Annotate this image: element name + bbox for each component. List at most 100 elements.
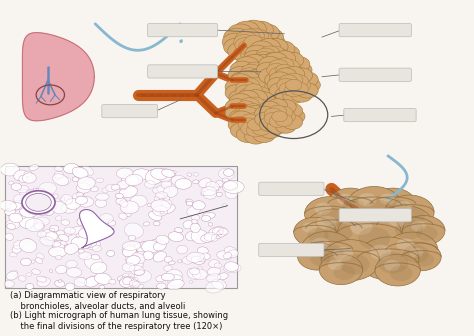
Ellipse shape <box>163 276 169 280</box>
Ellipse shape <box>197 247 209 255</box>
Ellipse shape <box>79 252 92 260</box>
Circle shape <box>269 48 289 62</box>
Ellipse shape <box>108 220 116 226</box>
Ellipse shape <box>124 223 144 238</box>
Circle shape <box>244 70 267 86</box>
FancyBboxPatch shape <box>339 24 411 37</box>
Circle shape <box>386 232 438 268</box>
Ellipse shape <box>57 177 71 185</box>
Ellipse shape <box>78 191 84 196</box>
Circle shape <box>257 62 281 79</box>
Circle shape <box>236 90 259 107</box>
Polygon shape <box>22 33 94 121</box>
Circle shape <box>237 107 259 123</box>
Ellipse shape <box>189 281 193 283</box>
Ellipse shape <box>36 204 50 215</box>
Ellipse shape <box>53 174 69 185</box>
Ellipse shape <box>217 230 223 235</box>
Circle shape <box>285 79 302 91</box>
Circle shape <box>259 56 282 72</box>
Circle shape <box>395 219 423 239</box>
Circle shape <box>328 259 343 270</box>
Circle shape <box>225 85 249 101</box>
Ellipse shape <box>201 234 215 242</box>
Circle shape <box>257 107 281 124</box>
Ellipse shape <box>186 199 193 204</box>
Circle shape <box>337 211 401 256</box>
Ellipse shape <box>185 199 191 204</box>
Circle shape <box>245 128 267 144</box>
Ellipse shape <box>19 207 37 217</box>
Ellipse shape <box>64 205 69 208</box>
Ellipse shape <box>48 247 67 257</box>
Ellipse shape <box>153 221 160 226</box>
Ellipse shape <box>33 188 37 191</box>
Circle shape <box>291 68 312 83</box>
Circle shape <box>249 69 267 82</box>
Ellipse shape <box>163 186 178 198</box>
Circle shape <box>271 60 295 76</box>
Circle shape <box>254 118 273 131</box>
Circle shape <box>250 107 270 121</box>
Ellipse shape <box>61 220 70 225</box>
Ellipse shape <box>90 262 107 274</box>
Circle shape <box>365 200 392 219</box>
Circle shape <box>275 119 296 133</box>
Ellipse shape <box>55 166 63 171</box>
Ellipse shape <box>206 274 221 282</box>
Circle shape <box>308 227 329 243</box>
Ellipse shape <box>177 245 188 254</box>
Ellipse shape <box>14 170 28 181</box>
Circle shape <box>258 28 283 46</box>
Ellipse shape <box>147 203 152 207</box>
Circle shape <box>239 108 259 122</box>
Circle shape <box>230 72 255 89</box>
Ellipse shape <box>36 276 46 282</box>
Ellipse shape <box>138 285 144 289</box>
Ellipse shape <box>156 276 165 282</box>
Circle shape <box>272 111 287 122</box>
Circle shape <box>236 93 259 110</box>
Circle shape <box>289 62 312 78</box>
Ellipse shape <box>142 240 160 253</box>
Circle shape <box>333 265 355 280</box>
Circle shape <box>340 254 369 275</box>
Circle shape <box>254 42 279 60</box>
Ellipse shape <box>78 227 95 238</box>
Ellipse shape <box>56 230 64 236</box>
Ellipse shape <box>122 241 141 250</box>
Ellipse shape <box>7 204 13 208</box>
Ellipse shape <box>59 234 69 241</box>
Circle shape <box>269 83 291 98</box>
Circle shape <box>302 222 317 233</box>
Circle shape <box>234 45 259 63</box>
Ellipse shape <box>29 165 38 170</box>
Ellipse shape <box>216 180 223 187</box>
Circle shape <box>228 42 253 60</box>
Ellipse shape <box>182 256 193 264</box>
Circle shape <box>236 101 256 115</box>
Ellipse shape <box>36 193 52 205</box>
Ellipse shape <box>198 266 203 270</box>
Ellipse shape <box>125 174 143 186</box>
Circle shape <box>411 221 426 231</box>
Circle shape <box>235 57 259 74</box>
Circle shape <box>250 31 272 46</box>
Ellipse shape <box>26 284 34 289</box>
Circle shape <box>269 115 287 128</box>
Circle shape <box>236 81 256 95</box>
Ellipse shape <box>122 246 137 257</box>
Circle shape <box>401 207 426 224</box>
Ellipse shape <box>61 240 68 245</box>
Circle shape <box>283 66 305 82</box>
Circle shape <box>253 127 275 142</box>
Ellipse shape <box>171 173 176 176</box>
Ellipse shape <box>37 231 47 238</box>
Ellipse shape <box>49 204 56 209</box>
Circle shape <box>385 199 408 215</box>
Ellipse shape <box>153 251 166 262</box>
Ellipse shape <box>187 173 192 176</box>
Ellipse shape <box>216 236 220 239</box>
Circle shape <box>241 71 262 86</box>
Ellipse shape <box>130 260 142 271</box>
